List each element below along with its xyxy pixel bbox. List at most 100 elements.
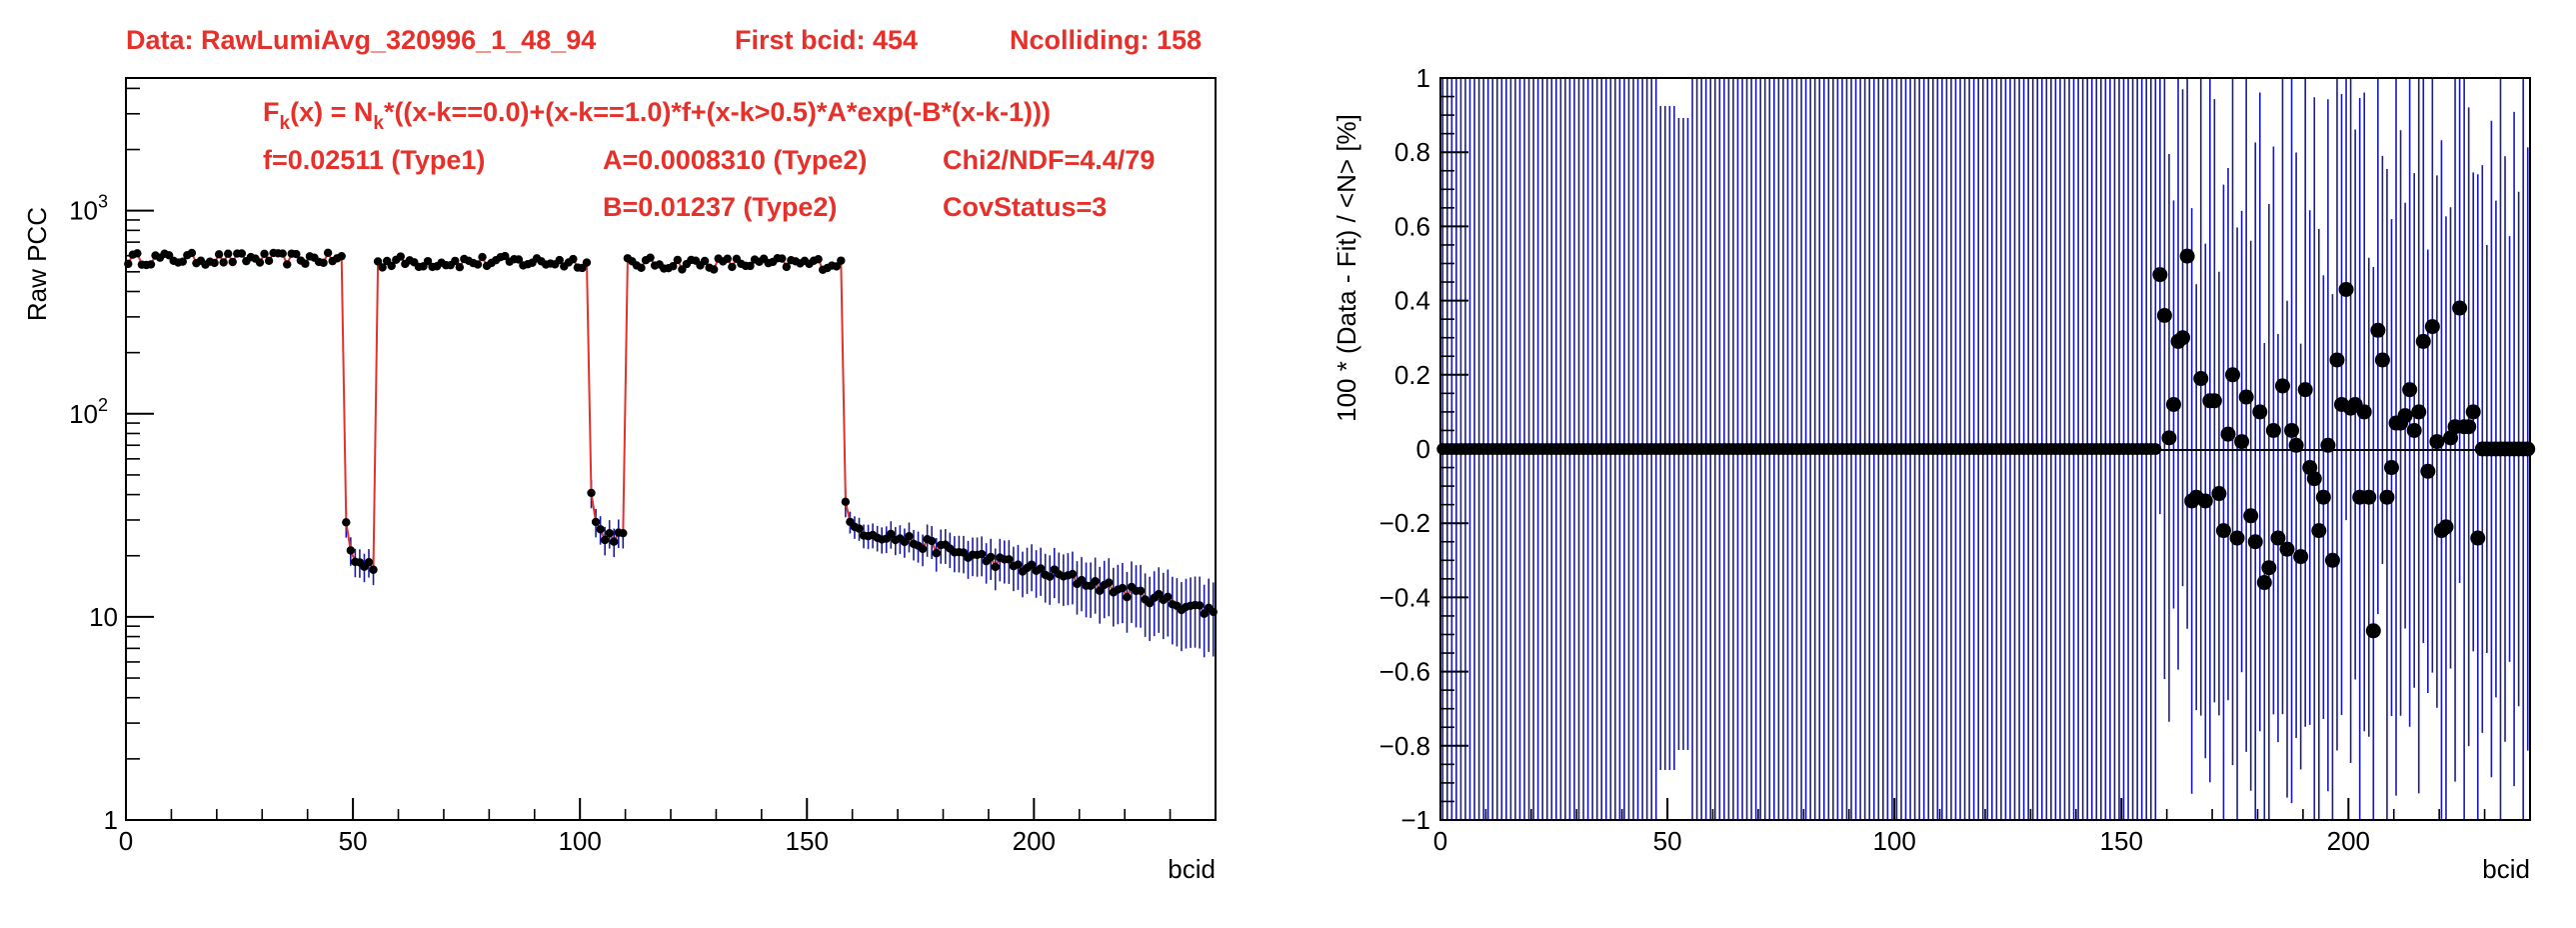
left-error-bars (127, 249, 1215, 658)
right-x-tick-label: 50 (1653, 826, 1682, 856)
right-data-point (2383, 460, 2399, 476)
right-data-point (2161, 430, 2177, 446)
left-data-point (991, 562, 1000, 572)
left-data-point (219, 258, 228, 267)
left-data-point (501, 251, 510, 261)
right-data-point (2197, 493, 2213, 509)
right-data-point (2402, 382, 2418, 398)
left-y-tick-label: 103 (69, 192, 108, 226)
right-plot-area: 0 50 100 150 200 −1 −0.8 −0.6 −0.4 −0.2 0 0.2 0.4 0.6… (1331, 63, 2536, 884)
right-x-tick-label: 150 (2100, 826, 2143, 856)
left-data-point (1077, 575, 1087, 585)
left-data-point (1164, 592, 1173, 602)
left-data-point (451, 256, 460, 266)
right-data-point (2149, 443, 2162, 455)
right-x-tick-label: 100 (1872, 826, 1915, 856)
left-data-point (610, 537, 619, 546)
left-data-point (1014, 560, 1023, 569)
right-data-point (2243, 508, 2259, 524)
right-data-point (2420, 463, 2436, 479)
left-data-point (855, 524, 864, 533)
right-data-point (2175, 330, 2191, 346)
right-data-point (2452, 300, 2468, 316)
left-data-point (278, 249, 287, 258)
right-data-point (2165, 396, 2181, 412)
formula-prefix: F (263, 97, 280, 127)
right-data-point (2365, 623, 2381, 639)
right-data-point (2265, 422, 2281, 438)
right-x-tick-label: 0 (1433, 826, 1447, 856)
right-data-point (2461, 419, 2477, 435)
left-data-point (260, 249, 269, 258)
right-y-tick-label: 0.8 (1394, 137, 1430, 167)
left-data-point (319, 258, 328, 267)
left-data-point (1195, 601, 1205, 610)
right-x-axis-label: bcid (2482, 854, 2530, 884)
right-data-point (2297, 382, 2313, 398)
formula-sub-k: k (280, 113, 291, 134)
left-y-tick-label: 102 (69, 395, 108, 429)
right-data-point (2329, 352, 2345, 368)
right-data-point (2234, 434, 2250, 450)
left-data-point (292, 249, 301, 259)
left-data-point (673, 255, 683, 265)
right-data-point (2379, 489, 2395, 505)
left-x-tick-label: 200 (1013, 826, 1056, 856)
chi2-label: Chi2/NDF=4.4/79 (943, 145, 1155, 175)
right-data-point (2238, 389, 2254, 405)
left-data-point (600, 535, 610, 545)
right-data-point (2179, 248, 2195, 264)
left-data-point (591, 517, 601, 527)
left-data-point (478, 252, 487, 262)
right-y-tick-label: 0.4 (1394, 286, 1430, 316)
left-data-point (342, 518, 351, 527)
right-data-point (2252, 404, 2268, 420)
left-data-point (164, 251, 174, 260)
left-y-tick-exp: 2 (98, 395, 108, 415)
left-data-point (396, 252, 405, 261)
left-y-axis-label: Raw PCC (22, 207, 52, 321)
left-data-point (1105, 578, 1114, 587)
left-y-tick-base: 10 (69, 196, 98, 226)
left-data-point (887, 529, 896, 539)
left-data-point (778, 254, 787, 263)
left-data-point (1027, 560, 1037, 569)
left-data-point (301, 259, 310, 268)
left-data-point (455, 263, 465, 272)
right-data-point (2520, 441, 2536, 457)
left-data-point (619, 528, 628, 538)
right-y-tick-label: −0.6 (1379, 657, 1430, 687)
left-data-point (587, 488, 596, 498)
left-data-point (210, 258, 219, 268)
left-data-point (1036, 564, 1046, 573)
right-data-point (2156, 307, 2172, 323)
right-data-point (2220, 426, 2236, 442)
left-data-point (228, 257, 237, 267)
left-data-point (932, 549, 941, 558)
left-data-point (605, 529, 614, 538)
right-data-point (2288, 437, 2304, 453)
left-data-point (1068, 569, 1078, 579)
left-data-point (723, 254, 732, 263)
right-data-point (2306, 471, 2322, 487)
left-data-point (596, 525, 605, 534)
left-data-point (637, 263, 646, 272)
formula-rest: *((x-k==0.0)+(x-k==1.0)*f+(x-k>0.5)*A*ex… (384, 97, 1051, 127)
right-data-point (2411, 404, 2427, 420)
a-param-label: A=0.0008310 (Type2) (603, 145, 867, 175)
right-data-point (2370, 322, 2386, 338)
right-data-point (2424, 319, 2440, 335)
right-y-tick-label: 1 (1416, 63, 1430, 93)
right-data-point (2356, 404, 2372, 420)
formula-mid: (x) = N (290, 97, 373, 127)
left-data-point (1123, 592, 1132, 602)
left-data-point (582, 258, 592, 267)
left-data-point (187, 248, 197, 258)
f-param-label: f=0.02511 (Type1) (263, 145, 485, 175)
left-data-point (709, 265, 719, 274)
left-x-tick-label: 50 (339, 826, 368, 856)
left-data-markers (124, 248, 1218, 618)
right-data-point (2315, 489, 2331, 505)
right-axis-ticks: 0 50 100 150 200 −1 −0.8 −0.6 −0.4 −0.2 0 0.2 0.4 0.6… (1379, 63, 2531, 856)
